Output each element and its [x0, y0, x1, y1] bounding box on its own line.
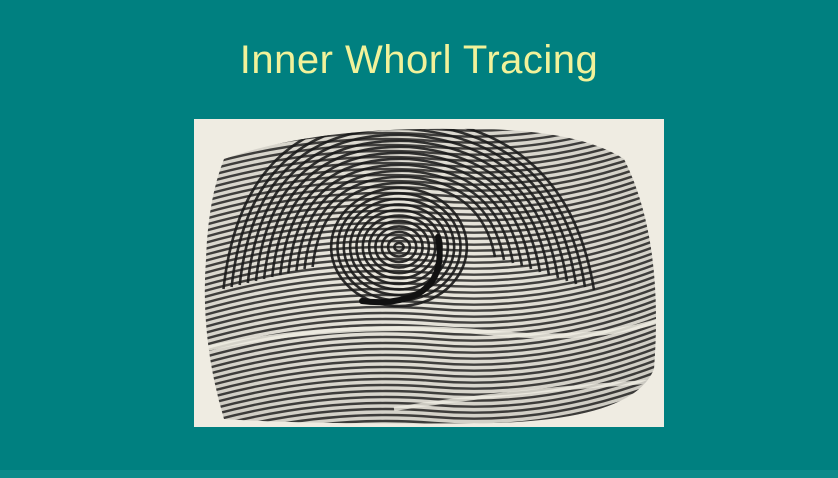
- fingerprint-illustration: [194, 119, 664, 427]
- fingerprint-image: [194, 119, 664, 427]
- bottom-strip: [0, 470, 838, 478]
- slide-title: Inner Whorl Tracing: [239, 38, 599, 82]
- inner-whorl-tracing-line: [359, 234, 443, 306]
